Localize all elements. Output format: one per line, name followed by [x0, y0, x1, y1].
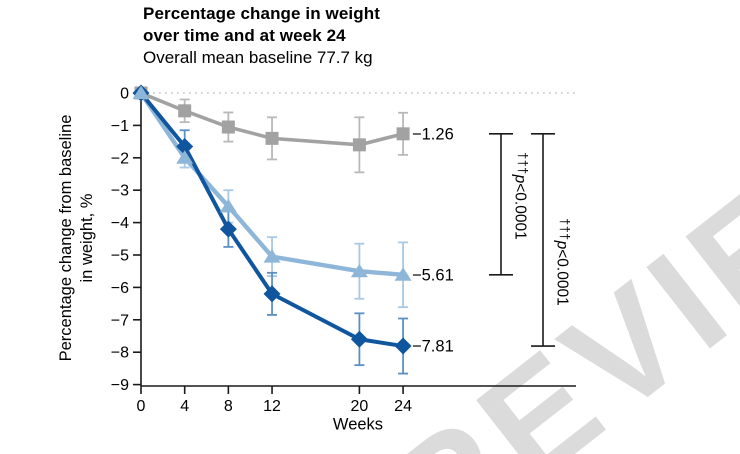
y-tick-label: −7: [111, 312, 129, 329]
y-tick-label: −8: [111, 345, 129, 362]
x-tick-label: 24: [394, 398, 412, 415]
y-tick-label: −2: [111, 150, 129, 167]
x-tick-label: 20: [351, 398, 369, 415]
y-tick-label: 0: [120, 86, 129, 103]
chart-title-line2: over time and at week 24: [143, 26, 346, 45]
y-tick-label: −3: [111, 183, 129, 200]
comparator-squares-end-label: −1.26: [412, 125, 454, 143]
mid-dose-triangles-marker: [394, 267, 412, 281]
p-value-text: <0.0001: [553, 249, 571, 306]
mid-dose-triangles-marker: [263, 249, 281, 263]
mid-dose-triangles-end-label: −5.61: [412, 266, 454, 284]
y-tick-label: −9: [111, 377, 129, 394]
x-axis-label: Weeks: [332, 415, 384, 434]
chart-header: Percentage change in weight over time an…: [143, 3, 380, 69]
high-dose-diamonds-marker: [263, 285, 281, 303]
comparator-squares-marker: [265, 131, 279, 145]
y-axis-label: Percentage change from baseline in weigh…: [56, 115, 98, 362]
x-tick-label: 0: [137, 398, 146, 415]
y-axis-label-line1: Percentage change from baseline: [57, 114, 75, 362]
p-value-text: <0.0001: [511, 183, 529, 241]
p-symbol: p: [511, 174, 529, 184]
mid-dose-triangles-marker: [219, 198, 237, 213]
high-dose-diamonds-marker: [176, 137, 194, 155]
y-axis-label-line2: in weight, %: [78, 193, 96, 283]
comparator-squares-marker: [396, 127, 410, 141]
comparator-squares-marker: [352, 138, 366, 152]
mid-dose-triangles-marker: [176, 150, 194, 164]
chart-subtitle: Overall mean baseline 77.7 kg: [143, 48, 373, 67]
comparator-squares-marker: [178, 104, 192, 118]
chart-title-line1: Percentage change in weight: [143, 4, 380, 23]
y-tick-label: −4: [111, 215, 129, 232]
high-dose-diamonds-marker: [219, 220, 237, 238]
y-tick-label: −5: [111, 248, 129, 265]
dagger-symbols: †††: [515, 152, 530, 175]
high-dose-diamonds-marker: [350, 330, 368, 348]
x-tick-label: 4: [180, 398, 189, 415]
high-dose-diamonds-end-label: −7.81: [412, 338, 454, 356]
comparator-squares-line: [139, 91, 405, 147]
y-tick-label: −6: [111, 280, 129, 297]
high-dose-diamonds-marker: [394, 337, 412, 355]
significance-bracket-label-2: †††p<0.0001: [553, 218, 572, 305]
x-tick-label: 12: [263, 398, 281, 415]
dagger-symbols: †††: [557, 218, 572, 241]
y-tick-label: −1: [111, 118, 129, 135]
significance-bracket-label-1: †††p<0.0001: [511, 153, 530, 240]
comparator-squares-marker: [221, 120, 235, 134]
x-tick-label: 8: [224, 398, 233, 415]
mid-dose-triangles-marker: [132, 85, 150, 99]
mid-dose-triangles-marker: [350, 263, 368, 278]
p-symbol: p: [553, 240, 571, 250]
